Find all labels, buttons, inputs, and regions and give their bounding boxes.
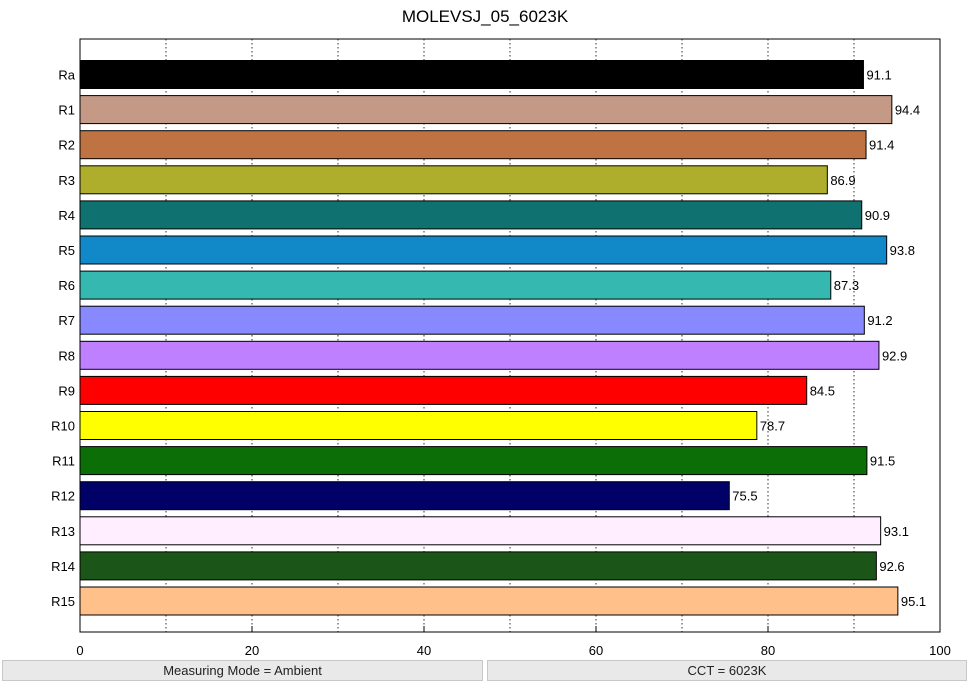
category-label: R13 bbox=[51, 524, 75, 539]
value-label: 91.4 bbox=[869, 138, 894, 153]
bar-r6 bbox=[79, 270, 832, 300]
value-label: 87.3 bbox=[834, 278, 859, 293]
value-label: 91.5 bbox=[870, 454, 895, 469]
bar-r2 bbox=[79, 130, 867, 160]
value-label: 75.5 bbox=[732, 489, 757, 504]
category-label: R12 bbox=[51, 489, 75, 504]
bars bbox=[79, 60, 899, 616]
x-tick-label: 40 bbox=[417, 643, 431, 658]
axes: Ra 91.1 R1 94.4 R2 91.4 R3 86.9 R4 90.9 R5 93.8 R6 87… bbox=[51, 38, 951, 658]
value-label: 78.7 bbox=[760, 419, 785, 434]
x-tick-label: 0 bbox=[76, 643, 83, 658]
category-label: R2 bbox=[58, 138, 75, 153]
cct-status: CCT = 6023K bbox=[487, 660, 967, 681]
bar-r5 bbox=[79, 235, 888, 265]
value-label: 93.8 bbox=[890, 243, 915, 258]
x-tick-label: 100 bbox=[929, 643, 951, 658]
category-label: R3 bbox=[58, 173, 75, 188]
bar-r1 bbox=[79, 95, 893, 125]
category-label: R8 bbox=[58, 348, 75, 363]
bar-r11 bbox=[79, 446, 868, 476]
value-label: 92.6 bbox=[879, 559, 904, 574]
bar-r9 bbox=[79, 375, 808, 405]
chart-title: MOLEVSJ_05_6023K bbox=[401, 7, 569, 26]
value-label: 91.1 bbox=[866, 68, 891, 83]
x-tick-label: 20 bbox=[245, 643, 259, 658]
grid-lines bbox=[165, 39, 855, 632]
bar-r3 bbox=[79, 165, 828, 195]
bar-r12 bbox=[79, 481, 730, 511]
bar-r15 bbox=[79, 586, 899, 616]
bar-r14 bbox=[79, 551, 877, 581]
measuring-mode-status: Measuring Mode = Ambient bbox=[2, 660, 483, 681]
category-label: R15 bbox=[51, 594, 75, 609]
bar-r4 bbox=[79, 200, 863, 230]
category-label: R10 bbox=[51, 419, 75, 434]
x-tick-label: 60 bbox=[589, 643, 603, 658]
bar-chart: Ra 91.1 R1 94.4 R2 91.4 R3 86.9 R4 90.9 R5 93.8 R6 87… bbox=[51, 38, 951, 658]
category-label: Ra bbox=[58, 68, 75, 83]
value-label: 90.9 bbox=[865, 208, 890, 223]
value-label: 84.5 bbox=[810, 383, 835, 398]
category-label: R11 bbox=[52, 454, 75, 469]
category-label: R9 bbox=[58, 383, 75, 398]
category-label: R4 bbox=[58, 208, 75, 223]
value-label: 94.4 bbox=[895, 103, 920, 118]
bar-ra bbox=[79, 60, 864, 89]
value-label: 95.1 bbox=[901, 594, 926, 609]
x-tick-label: 80 bbox=[761, 643, 775, 658]
value-label: 91.2 bbox=[867, 313, 892, 328]
category-label: R5 bbox=[58, 243, 75, 258]
value-label: 92.9 bbox=[882, 348, 907, 363]
category-label: R6 bbox=[58, 278, 75, 293]
value-label: 93.1 bbox=[884, 524, 909, 539]
category-label: R1 bbox=[58, 103, 75, 118]
bar-r10 bbox=[79, 411, 758, 440]
category-label: R14 bbox=[51, 559, 75, 574]
bar-r7 bbox=[79, 305, 865, 335]
category-label: R7 bbox=[58, 313, 75, 328]
bar-r13 bbox=[79, 516, 882, 546]
bar-r8 bbox=[79, 340, 880, 370]
value-label: 86.9 bbox=[830, 173, 855, 188]
plot-frame bbox=[79, 38, 941, 633]
